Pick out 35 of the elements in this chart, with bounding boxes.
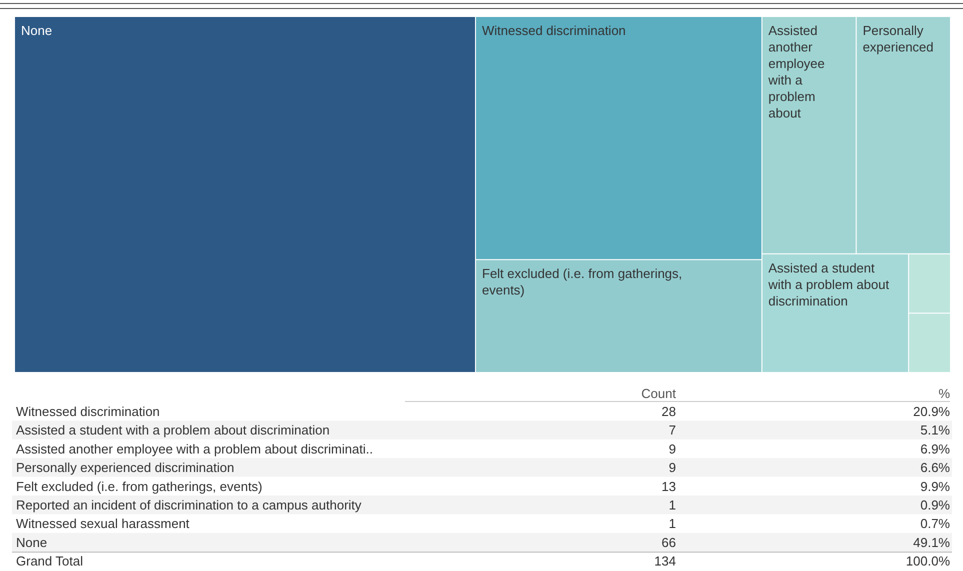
text: % xyxy=(938,386,950,401)
category-label: Assisted a student with a problem about discrimination xyxy=(16,422,330,438)
data-label: 6.9% xyxy=(920,441,950,456)
data-label: 9 xyxy=(668,460,676,476)
category-label: Assisted another employee with a problem about discriminati.. xyxy=(16,441,373,456)
category-label: Felt excluded (i.e. from gatherings, events) xyxy=(482,266,682,298)
category-label: Reported an incident of discrimination to a campus authority xyxy=(16,498,362,512)
data-label: 13 xyxy=(662,478,676,494)
text: Witnessed discrimination xyxy=(16,404,160,419)
data-label: 28 xyxy=(662,404,676,419)
series-label: Count xyxy=(641,386,676,401)
text: Assisted another employee with a problem about xyxy=(768,23,825,120)
data-label: 9 xyxy=(668,441,676,456)
text: Personally experienced xyxy=(862,23,934,54)
data-label: 0.7% xyxy=(920,516,950,532)
data-label: 66 xyxy=(662,534,676,550)
data-label: 20.9% xyxy=(913,404,950,419)
category-label: Witnessed discrimination xyxy=(482,23,626,38)
data-label: 7 xyxy=(668,422,676,438)
text: 134 xyxy=(654,554,676,569)
data-label: 1 xyxy=(668,516,676,532)
text: Grand Total xyxy=(16,554,84,569)
category-label: Witnessed sexual harassment xyxy=(16,516,190,532)
data-label: 1 xyxy=(668,498,676,512)
category-label: Felt excluded (i.e. from gatherings, events) xyxy=(16,478,262,494)
category-label: Personally experienced discrimination xyxy=(16,460,234,476)
text: None xyxy=(16,534,48,550)
text: 100.0% xyxy=(906,554,950,569)
data-label: 6.6% xyxy=(920,460,950,476)
category-label: None xyxy=(21,23,52,38)
data-label: 0.9% xyxy=(920,498,950,512)
text: Assisted a student with a problem about discrimination xyxy=(768,260,890,308)
data-label: 9.9% xyxy=(920,478,950,494)
data-label: 5.1% xyxy=(920,422,950,438)
data-label: 49.1% xyxy=(913,534,950,550)
